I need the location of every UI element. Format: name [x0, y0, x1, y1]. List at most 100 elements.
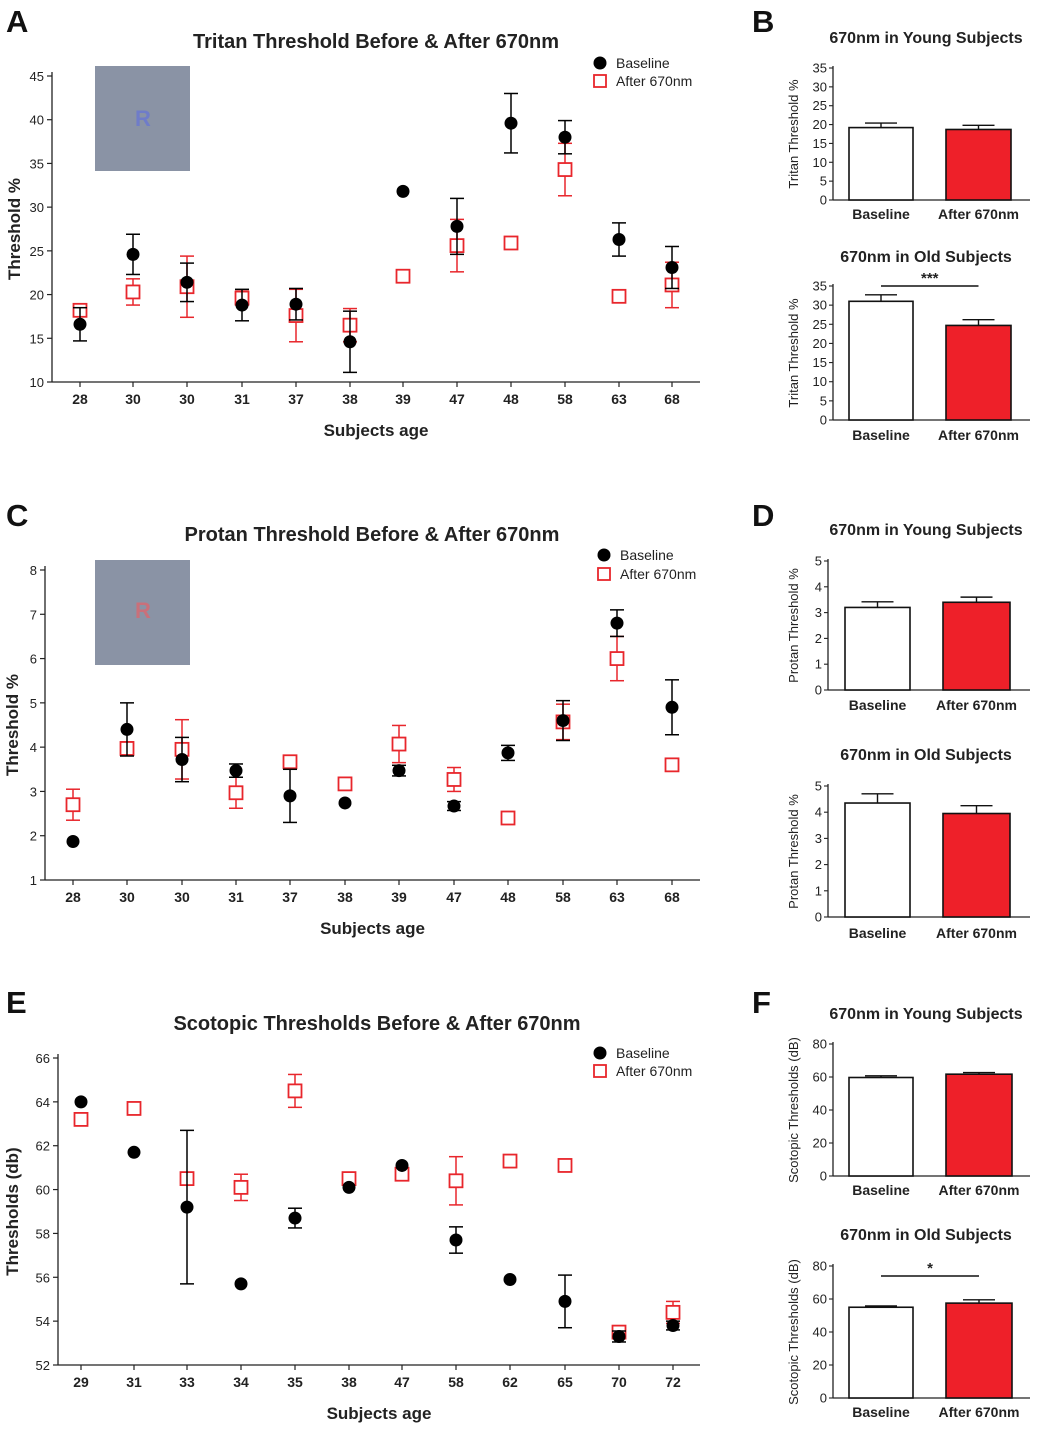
- y-tick-label: 5: [820, 174, 827, 189]
- x-tick-label: 39: [395, 391, 411, 407]
- category-label: After 670nm: [938, 427, 1019, 443]
- legend-label-baseline: Baseline: [616, 1045, 670, 1061]
- baseline-point: [343, 335, 357, 349]
- y-axis-label: Threshold %: [3, 674, 22, 776]
- baseline-point: [234, 1277, 248, 1291]
- y-tick-label: 8: [30, 563, 37, 578]
- y-tick-label: 4: [30, 740, 37, 755]
- x-tick-label: 58: [557, 391, 573, 407]
- baseline-point: [289, 297, 303, 311]
- chart-f1: 670nm in Young Subjects 0 20 40 60 80 Scotopic…: [786, 1006, 1030, 1198]
- y-tick-label: 5: [815, 779, 822, 794]
- after-point: [611, 288, 627, 304]
- x-tick-label: 47: [449, 391, 465, 407]
- y-tick-label: 3: [30, 784, 37, 799]
- after-point: [337, 776, 353, 792]
- after-point: [65, 797, 81, 813]
- baseline-point: [338, 796, 352, 810]
- y-tick-label: 15: [30, 331, 44, 346]
- baseline-point: [447, 799, 461, 813]
- panel-label-f: F: [752, 985, 771, 1020]
- x-tick-label: 30: [119, 889, 135, 905]
- y-tick-label: 0: [820, 1391, 827, 1406]
- y-tick-label: 20: [813, 336, 827, 351]
- baseline-point: [288, 1211, 302, 1225]
- category-label: Baseline: [852, 1182, 910, 1198]
- y-tick-label: 40: [813, 1325, 827, 1340]
- bar-baseline: [844, 802, 911, 918]
- y-tick-label: 30: [813, 298, 827, 313]
- after-point: [125, 284, 141, 300]
- y-tick-label: 80: [813, 1259, 827, 1274]
- bar-after: [945, 324, 1012, 421]
- x-tick-label: 62: [502, 1374, 518, 1390]
- y-tick-label: 2: [815, 631, 822, 646]
- x-tick-label: 48: [503, 391, 519, 407]
- after-point: [665, 1304, 681, 1320]
- y-tick-label: 10: [813, 374, 827, 389]
- legend-label-baseline: Baseline: [616, 55, 670, 71]
- y-axis-label: Tritan Threshold %: [786, 79, 801, 189]
- after-point: [395, 268, 411, 284]
- panel-label-d: D: [752, 498, 774, 533]
- after-point: [448, 1173, 464, 1189]
- bar-after: [945, 1302, 1013, 1399]
- baseline-point: [612, 1329, 626, 1343]
- after-point: [557, 162, 573, 177]
- baseline-point: [556, 714, 570, 728]
- category-label: Baseline: [852, 206, 910, 222]
- category-label: Baseline: [849, 925, 907, 941]
- x-tick-label: 30: [179, 391, 195, 407]
- after-point: [391, 736, 407, 752]
- x-axis-label: Subjects age: [320, 919, 425, 938]
- after-point: [73, 1112, 89, 1127]
- legend-label-after: After 670nm: [616, 1063, 692, 1079]
- y-tick-label: 2: [815, 857, 822, 872]
- y-tick-label: 80: [813, 1037, 827, 1052]
- y-tick-label: 25: [813, 317, 827, 332]
- y-axis-label: Tritan Threshold %: [786, 298, 801, 408]
- legend-marker-baseline: [593, 56, 607, 70]
- y-tick-label: 6: [30, 652, 37, 667]
- chart-a: Tritan Threshold Before & After 670nm 10 1…: [5, 31, 700, 440]
- x-tick-label: 31: [234, 391, 250, 407]
- baseline-point: [612, 232, 626, 246]
- x-tick-label: 37: [288, 391, 304, 407]
- baseline-point: [283, 789, 297, 803]
- y-tick-label: 66: [36, 1051, 50, 1066]
- x-tick-label: 70: [611, 1374, 627, 1390]
- x-tick-label: 31: [228, 889, 244, 905]
- y-tick-label: 1: [30, 873, 37, 888]
- y-tick-label: 10: [813, 155, 827, 170]
- bar-baseline: [844, 606, 911, 691]
- x-tick-label: 47: [394, 1374, 410, 1390]
- bar-after: [942, 812, 1011, 918]
- x-tick-label: 38: [342, 391, 358, 407]
- baseline-point: [73, 317, 87, 331]
- legend-marker-after: [597, 567, 611, 581]
- y-axis-label: Scotopic Thresholds (dB): [786, 1259, 801, 1405]
- category-label: After 670nm: [936, 925, 1017, 941]
- significance-label: ***: [921, 270, 939, 287]
- x-tick-label: 68: [664, 889, 680, 905]
- chart-title: 670nm in Young Subjects: [829, 522, 1022, 539]
- y-tick-label: 60: [36, 1183, 50, 1198]
- y-tick-label: 20: [30, 288, 44, 303]
- stimulus-swatch: [95, 560, 190, 665]
- chart-title: Protan Threshold Before & After 670nm: [185, 524, 560, 546]
- chart-d2: 670nm in Old Subjects 0 1 2 3 4 5 Protan Thresh…: [786, 747, 1030, 941]
- panel-label-a: A: [6, 4, 28, 39]
- y-tick-label: 3: [815, 831, 822, 846]
- y-tick-label: 4: [815, 579, 822, 594]
- chart-b1: 670nm in Young Subjects 0 5 10 15 20 25 30 35 Tri…: [786, 30, 1030, 222]
- after-point: [233, 1179, 249, 1195]
- legend-marker-baseline: [593, 1046, 607, 1060]
- y-tick-label: 35: [813, 61, 827, 76]
- stimulus-swatch: [95, 66, 190, 171]
- category-label: After 670nm: [938, 206, 1019, 222]
- y-axis-label: Thresholds (db): [3, 1147, 22, 1275]
- y-tick-label: 5: [820, 393, 827, 408]
- y-tick-label: 35: [813, 279, 827, 294]
- chart-d1: 670nm in Young Subjects 0 1 2 3 4 5 Protan Thre…: [786, 522, 1030, 713]
- baseline-point: [395, 1158, 409, 1172]
